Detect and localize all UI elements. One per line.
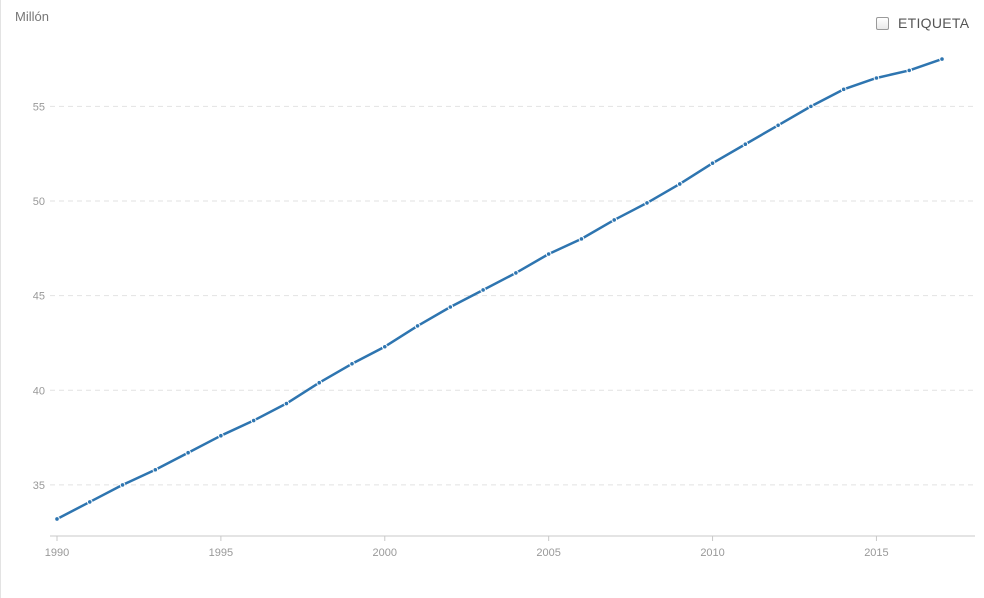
- data-point[interactable]: [709, 160, 716, 166]
- y-tick-label: 35: [33, 480, 45, 492]
- data-point[interactable]: [611, 217, 618, 223]
- data-point[interactable]: [86, 499, 93, 505]
- y-tick-label: 45: [33, 291, 45, 303]
- data-point[interactable]: [545, 251, 552, 257]
- label-toggle-text: ETIQUETA: [898, 15, 970, 31]
- y-tick-label: 55: [33, 101, 45, 113]
- y-axis-unit-label: Millón: [15, 9, 49, 24]
- data-point[interactable]: [873, 75, 880, 81]
- data-point[interactable]: [119, 482, 126, 488]
- data-point[interactable]: [218, 432, 224, 439]
- x-tick-label: 2000: [373, 547, 397, 559]
- data-point[interactable]: [578, 236, 585, 242]
- label-checkbox[interactable]: [876, 16, 889, 30]
- y-tick-label: 40: [33, 385, 45, 397]
- series-layer: [54, 56, 945, 522]
- data-point[interactable]: [676, 181, 683, 187]
- data-point[interactable]: [54, 516, 60, 522]
- data-point[interactable]: [349, 360, 355, 367]
- data-point[interactable]: [283, 400, 290, 407]
- data-point[interactable]: [644, 200, 650, 206]
- x-tick-label: 1990: [45, 547, 69, 559]
- data-point[interactable]: [840, 86, 847, 93]
- grid-lines: [50, 105, 975, 486]
- series-line: [56, 57, 943, 521]
- x-tick-label: 2010: [700, 547, 724, 559]
- label-toggle[interactable]: ETIQUETA: [876, 15, 969, 31]
- data-point[interactable]: [513, 270, 519, 276]
- data-point[interactable]: [381, 343, 388, 350]
- data-point[interactable]: [152, 466, 159, 473]
- data-point[interactable]: [808, 103, 814, 110]
- x-tick-label: 2005: [536, 547, 560, 559]
- x-axis: 1990 1995 2000 2005 2010 2015: [45, 535, 975, 559]
- x-tick-label: 1995: [209, 547, 233, 559]
- data-point[interactable]: [906, 67, 913, 74]
- data-point[interactable]: [742, 141, 749, 148]
- data-point[interactable]: [447, 304, 454, 310]
- data-point[interactable]: [480, 287, 486, 293]
- data-point[interactable]: [185, 449, 191, 456]
- data-point[interactable]: [414, 323, 421, 329]
- data-point[interactable]: [250, 417, 257, 424]
- y-tick-label: 50: [33, 196, 45, 208]
- data-point[interactable]: [316, 379, 323, 386]
- y-axis-ticks: 35 40 45 50 55: [33, 101, 45, 492]
- data-point[interactable]: [775, 122, 781, 129]
- x-tick-label: 2015: [864, 547, 888, 559]
- data-point[interactable]: [939, 56, 945, 62]
